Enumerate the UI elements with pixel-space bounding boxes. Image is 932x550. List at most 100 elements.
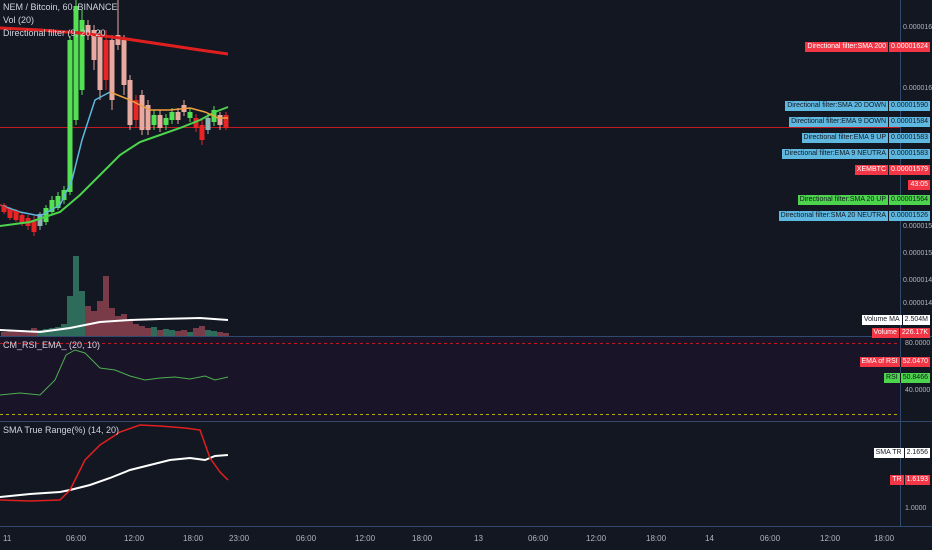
tag-value: 0.00001579 [888, 165, 930, 175]
time-tick-label: 12:00 [355, 534, 376, 543]
ema9-down [0, 91, 111, 217]
tag-value: 0.00001526 [888, 211, 930, 221]
time-tick-label: 06:00 [760, 534, 781, 543]
candle [43, 208, 49, 222]
volume-bar [73, 256, 79, 336]
candle [19, 215, 25, 224]
volume-bar [181, 330, 187, 336]
rsi-pane-bg [0, 337, 900, 421]
candle [103, 40, 109, 80]
tag-value: 0.00001590 [888, 101, 930, 111]
candle [13, 212, 19, 220]
tag-name: 43:05 [908, 180, 930, 190]
volume-bar [199, 326, 205, 336]
volume-bar [61, 324, 67, 336]
tag-name: Directional filter:SMA 20 NEUTRA [778, 211, 889, 221]
time-tick-label: 13 [474, 534, 483, 543]
candle [37, 214, 43, 226]
tag-name: Directional filter:SMA 200 [805, 42, 889, 52]
volume-bar [97, 301, 103, 336]
candle [157, 115, 163, 128]
price-tag: TR 1.6193 [890, 475, 930, 485]
volume-bar [49, 328, 55, 336]
volume-bar [103, 276, 109, 336]
price-tag: Volume MA 2.504M [861, 315, 930, 325]
tag-name: Directional filter:SMA 20 DOWN [785, 101, 889, 111]
time-tick-label: 11 [3, 534, 12, 543]
candle [1, 205, 7, 212]
tag-name: RSI [884, 373, 900, 383]
volume-bar [205, 330, 211, 336]
time-tick-label: 18:00 [183, 534, 204, 543]
price-tick-label: 0.00001600 [903, 85, 932, 92]
time-tick-label: 14 [705, 534, 714, 543]
price-tick-label: 0.00001505 [903, 250, 932, 257]
candle [163, 118, 169, 125]
pane-title: CM_RSI_EMA_ (20, 10) [3, 340, 101, 350]
tag-value: 52.0470 [899, 357, 930, 367]
volume-bar [55, 327, 61, 336]
volume-bar [67, 296, 73, 336]
tr-tick-label: 1.0000 [905, 505, 927, 512]
tag-name: Directional filter:EMA 9 NEUTRA [782, 149, 889, 159]
candle [217, 115, 223, 125]
tag-value: 0.00001583 [888, 149, 930, 159]
time-tick-label: 06:00 [66, 534, 87, 543]
volume-bar [85, 306, 91, 336]
time-tick-label: 12:00 [124, 534, 145, 543]
price-tick-label: 0.00001475 [903, 300, 932, 307]
candle [67, 40, 73, 192]
candle [31, 220, 37, 232]
candle [73, 6, 79, 120]
tag-value: 0.00001564 [888, 195, 930, 205]
sma-tr [0, 454, 229, 498]
price-tag: Directional filter:SMA 20 NEUTRA 0.000015… [778, 211, 930, 221]
tag-value: 1.6193 [903, 475, 930, 485]
tag-name: EMA of RSI [859, 357, 900, 367]
price-tick-label: 0.00001640 [903, 24, 932, 31]
pane-title: SMA True Range(%) (14, 20) [3, 425, 120, 435]
tag-value: 0.00001624 [888, 42, 930, 52]
volume-bar [175, 331, 181, 336]
price-tag: Directional filter:EMA 9 NEUTRA 0.0000158… [782, 149, 930, 159]
price-tick-label: 0.00001520 [903, 223, 932, 230]
rsi-line [0, 349, 229, 396]
volume-bar [139, 326, 145, 336]
volume-bar [79, 291, 85, 336]
price-tag: SMA TR 2.1656 [873, 448, 930, 458]
tr-line [0, 424, 229, 502]
rsi-tick-label: 80.0000 [905, 340, 931, 347]
candle [79, 20, 85, 90]
volume-bar [223, 333, 229, 336]
tag-name: Directional filter:EMA 9 DOWN [789, 117, 889, 127]
sma200 [0, 26, 229, 56]
volume-bar [13, 332, 19, 336]
candle [97, 35, 103, 90]
volume-bar [211, 331, 217, 336]
tag-name: Directional filter:SMA 20 UP [797, 195, 889, 205]
candle [139, 95, 145, 130]
time-tick-label: 18:00 [646, 534, 667, 543]
volume-bar [19, 330, 25, 336]
tag-name: SMA TR [873, 448, 904, 458]
price-tag: 43:05 [908, 180, 930, 190]
candle [91, 30, 97, 60]
tag-name: Directional filter:EMA 9 UP [801, 133, 889, 143]
indicator: Vol (20) [3, 15, 35, 25]
time-tick-label: 23:00 [229, 534, 250, 543]
price-tick-label: 0.00001490 [903, 277, 932, 284]
price-tag: Directional filter:EMA 9 DOWN 0.00001584 [789, 117, 930, 127]
price-tag: XEMBTC 0.00001579 [854, 165, 930, 175]
volume-bar [127, 321, 133, 336]
time-tick-label: 12:00 [820, 534, 841, 543]
price-tag: Volume 226.17K [871, 328, 930, 338]
time-tick-label: 06:00 [528, 534, 549, 543]
tag-value: 2.1656 [903, 448, 930, 458]
candle [7, 210, 13, 218]
volume-bar [1, 332, 7, 336]
volume-bars [1, 256, 229, 336]
price-tag: Directional filter:EMA 9 UP 0.00001583 [801, 133, 930, 143]
volume-bar [115, 316, 121, 336]
candle [85, 25, 91, 35]
price-tag: EMA of RSI 52.0470 [859, 357, 930, 367]
